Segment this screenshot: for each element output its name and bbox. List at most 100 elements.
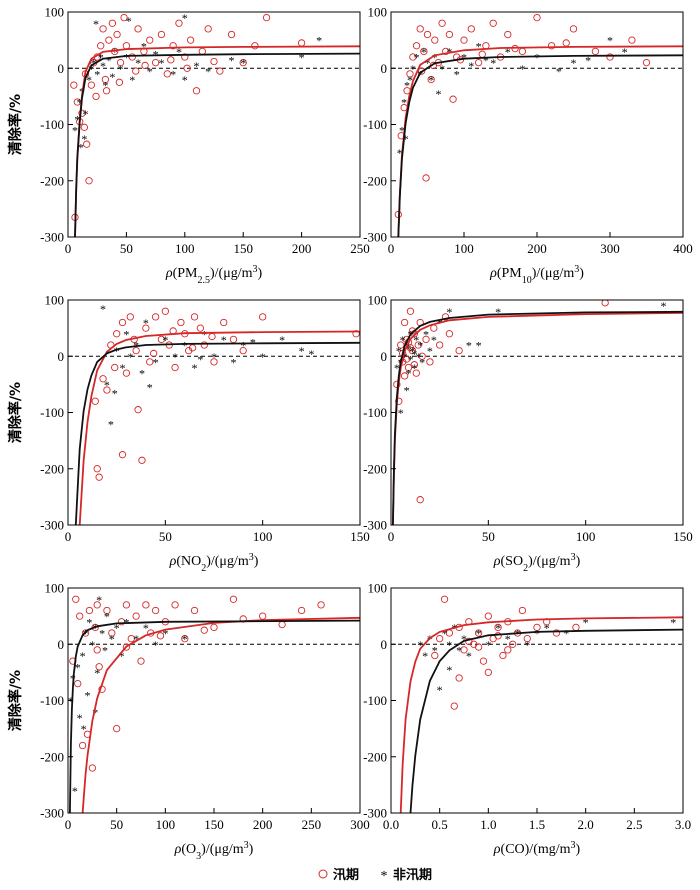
y-tick-label: 100 (45, 5, 65, 20)
y-tick-label: -200 (363, 461, 387, 476)
flood-point (95, 663, 103, 671)
flood-point (317, 601, 325, 609)
nonflood-point: * (585, 53, 591, 67)
y-tick-label: -100 (363, 693, 387, 708)
nonflood-point: * (182, 11, 188, 25)
nonflood-point: * (104, 610, 110, 624)
x-tick-label: 250 (350, 241, 370, 256)
flood-point (518, 47, 527, 56)
x-axis-label: ρ(O3)/(μg/m3) (174, 840, 254, 862)
nonflood-point: * (607, 34, 613, 48)
nonflood-point: * (534, 627, 540, 641)
nonflood-point: * (109, 632, 115, 646)
flood-point (108, 19, 117, 27)
flood-point (449, 95, 457, 103)
nonflood-point: * (102, 79, 108, 93)
nonflood-point: * (147, 65, 153, 79)
nonflood-fit-curve (392, 310, 683, 525)
nonflood-point: * (476, 39, 482, 53)
flood-point (204, 25, 212, 33)
nonflood-point: * (406, 341, 412, 355)
y-tick-label: 100 (368, 581, 388, 596)
nonflood-point: * (176, 45, 182, 59)
flood-point (397, 341, 405, 349)
flood-point (410, 361, 419, 369)
nonflood-point: * (439, 62, 445, 76)
nonflood-point: * (120, 361, 126, 375)
nonflood-point: * (201, 327, 207, 341)
flood-point (474, 58, 483, 67)
flood-point (216, 67, 224, 75)
nonflood-point: * (86, 615, 92, 629)
nonflood-point: * (421, 45, 427, 59)
nonflood-point: * (88, 62, 94, 76)
nonflood-point: * (141, 39, 147, 53)
flood-point (400, 372, 409, 380)
flood-point (642, 58, 651, 67)
nonflood-point: * (118, 62, 124, 76)
flood-point (297, 39, 306, 47)
nonflood-point: * (112, 386, 118, 400)
flood-point (229, 335, 238, 344)
flood-point (504, 30, 512, 39)
nonflood-point: * (432, 643, 438, 657)
flood-point (422, 174, 430, 182)
x-tick-label: 0 (65, 241, 72, 256)
nonflood-point: * (99, 627, 105, 641)
y-tick-label: -200 (40, 173, 64, 188)
nonflood-point: * (94, 67, 100, 81)
nonflood-point: * (123, 51, 129, 65)
nonflood-point: * (92, 705, 98, 719)
nonflood-point: * (661, 299, 667, 313)
nonflood-point: * (407, 353, 413, 367)
flood-point (262, 13, 271, 22)
flood-point (157, 335, 166, 344)
flood-point (76, 612, 84, 620)
flood-point (190, 606, 199, 615)
flood-point (171, 363, 179, 372)
nonflood-point: * (74, 112, 80, 126)
nonflood-point: * (411, 361, 417, 375)
y-tick-label: 100 (368, 5, 388, 20)
flood-point (440, 595, 449, 603)
flood-point (95, 473, 103, 481)
nonflood-point: * (78, 141, 84, 155)
nonflood-point: * (193, 59, 199, 73)
flood-point (569, 25, 578, 33)
flood-point (400, 318, 409, 327)
flood-point (102, 87, 111, 95)
flood-point (111, 363, 119, 372)
nonflood-point: * (172, 350, 178, 364)
flood-point (103, 606, 111, 615)
nonflood-point: * (435, 87, 441, 101)
flood-point (120, 13, 128, 22)
flood-point (412, 369, 420, 377)
nonflood-fit-curve (397, 54, 683, 237)
nonflood-point: * (129, 73, 135, 87)
nonflood-point: * (411, 347, 417, 361)
nonflood-point: * (396, 344, 402, 358)
x-tick-label: 0.0 (383, 817, 399, 832)
nonflood-point: * (182, 73, 188, 87)
nonflood-point: * (404, 384, 410, 398)
chart-panel-5: ***************************0501001502002… (7, 581, 370, 862)
flood-point (416, 25, 424, 33)
x-tick-label: 50 (110, 817, 123, 832)
nonflood-point: * (428, 73, 434, 87)
nonflood-point: * (400, 333, 406, 347)
nonflood-point: * (153, 638, 159, 652)
flood-point (239, 346, 247, 355)
x-tick-label: 150 (233, 241, 253, 256)
flood-point (91, 623, 99, 632)
x-tick-label: 100 (253, 529, 273, 544)
x-tick-label: 300 (350, 817, 370, 832)
flood-point (138, 456, 146, 464)
flood-point (192, 87, 201, 95)
flood-point (93, 601, 101, 609)
flood-point (427, 75, 435, 84)
flood-point (97, 42, 105, 50)
nonflood-point: * (425, 56, 431, 70)
flood-point (489, 19, 497, 27)
nonflood-point: * (162, 627, 168, 641)
nonflood-point: * (205, 65, 211, 79)
